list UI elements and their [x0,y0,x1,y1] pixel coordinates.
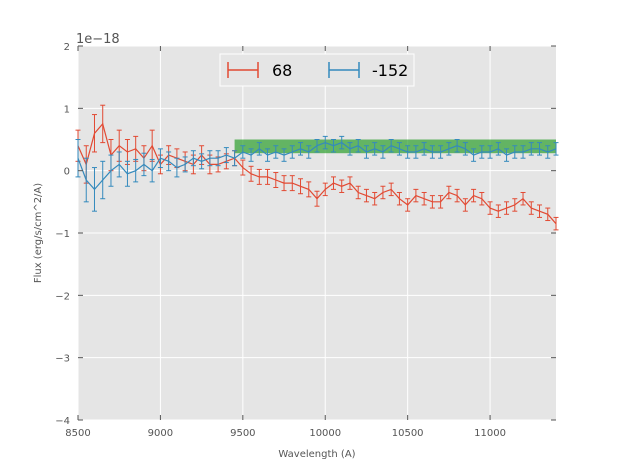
legend-label-68: 68 [272,61,292,80]
x-tick-label: 8500 [65,428,90,439]
y-axis-label: Flux (erg/s/cm^2/A) [33,183,44,283]
y-tick-label: −3 [55,354,70,365]
x-axis-label: Wavelength (A) [278,449,355,460]
series-group [75,104,559,231]
legend: 68 -152 [219,53,415,87]
legend-entry-68: 68 [227,61,292,80]
y-tick-label: 1 [64,104,70,115]
y-tick-label: 2 [64,42,70,53]
x-tick-label: 10500 [392,428,424,439]
legend-label-minus-152: -152 [372,61,408,80]
legend-entry-minus-152: -152 [328,61,408,80]
series-minus-152 [75,135,559,212]
y-offset-label: 1e−18 [76,32,120,47]
y-tick-label: 0 [64,167,70,178]
y-tick-label: −2 [55,291,70,302]
y-tick-label: −1 [55,229,70,240]
highlight-band [234,139,556,154]
x-tick-label: 9000 [148,428,173,439]
grid [77,45,556,421]
x-tick-label: 9500 [230,428,255,439]
highlight-band-group [234,139,556,154]
tick-labels: 8500 9000 9500 10000 10500 11000 −4 −3 −2 −1 0 1 2 [55,42,506,439]
x-tick-label: 11000 [474,428,506,439]
y-tick-label: −4 [55,416,70,427]
x-tick-label: 10000 [309,428,341,439]
ticks [77,45,556,421]
